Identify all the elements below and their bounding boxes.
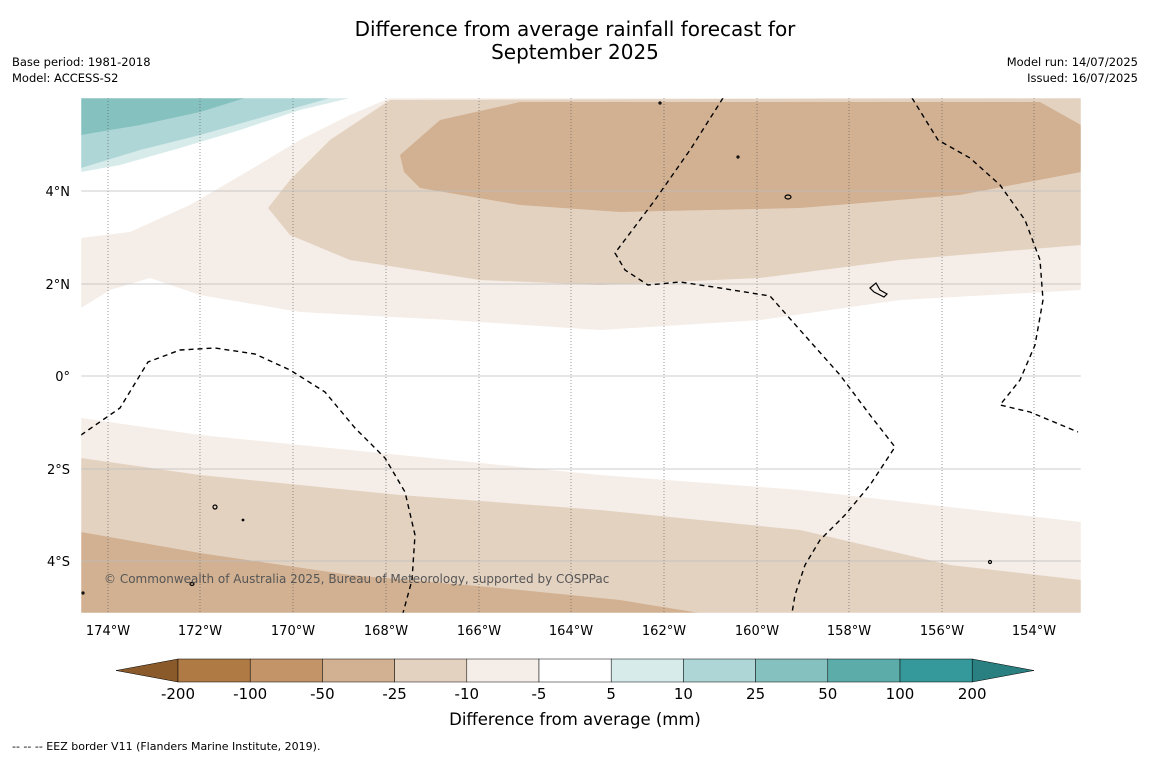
meta-right: Model run: 14/07/2025 Issued: 16/07/2025 bbox=[1007, 54, 1138, 86]
eez-footnote: -- -- -- EEZ border V11 (Flanders Marine… bbox=[12, 740, 321, 753]
model-name: Model: ACCESS-S2 bbox=[12, 71, 119, 85]
lat-label: 4°S bbox=[47, 555, 70, 570]
lat-label: 2°S bbox=[47, 463, 70, 478]
colorbar-swatch bbox=[394, 658, 468, 683]
lon-label: 166°W bbox=[457, 624, 501, 639]
lon-label: 164°W bbox=[549, 624, 593, 639]
colorbar-extend-low bbox=[115, 658, 179, 683]
map-title: Difference from average rainfall forecas… bbox=[0, 18, 1150, 64]
north-band-minus25 bbox=[400, 102, 1081, 212]
title-line-2: September 2025 bbox=[491, 40, 659, 64]
lon-label: 172°W bbox=[178, 624, 222, 639]
lat-label: 4°N bbox=[46, 185, 71, 200]
islands bbox=[81, 101, 993, 595]
colorbar-swatch bbox=[899, 658, 973, 683]
lat-label: 0° bbox=[55, 370, 70, 385]
base-period: Base period: 1981-2018 bbox=[12, 55, 151, 69]
colorbar-swatch bbox=[249, 658, 323, 683]
lon-label: 168°W bbox=[364, 624, 408, 639]
eez-borders bbox=[81, 98, 1079, 613]
lon-label: 170°W bbox=[271, 624, 315, 639]
colorbar-tick-label: -200 bbox=[161, 685, 195, 703]
gridlines bbox=[107, 98, 1035, 613]
colorbar-swatch bbox=[177, 658, 251, 683]
lat-label: 2°N bbox=[46, 278, 71, 293]
colorbar-tick-label: 5 bbox=[606, 685, 616, 703]
colorbar-swatch bbox=[683, 658, 756, 683]
colorbar-swatch bbox=[322, 658, 395, 683]
colorbar-tick-label: -5 bbox=[532, 685, 547, 703]
colorbar-tick-label: 200 bbox=[958, 685, 987, 703]
lon-label: 156°W bbox=[920, 624, 964, 639]
lon-label: 158°W bbox=[827, 624, 871, 639]
colorbar-label: Difference from average (mm) bbox=[449, 710, 701, 729]
colorbar-extend-high bbox=[971, 658, 1035, 683]
title-line-1: Difference from average rainfall forecas… bbox=[354, 17, 796, 41]
colorbar-swatch bbox=[466, 658, 540, 683]
colorbar-tick-label: 25 bbox=[746, 685, 765, 703]
lat-gridlines bbox=[81, 190, 1081, 562]
colorbar-tick-label: 10 bbox=[674, 685, 693, 703]
lon-label: 160°W bbox=[735, 624, 779, 639]
colorbar-tick-label: -100 bbox=[233, 685, 267, 703]
lon-label: 174°W bbox=[86, 624, 130, 639]
colorbar-tick-label: -25 bbox=[382, 685, 407, 703]
colorbar-tick-label: -50 bbox=[310, 685, 335, 703]
northwest-plus25 bbox=[81, 98, 245, 135]
colorbar-tick-label: 100 bbox=[886, 685, 915, 703]
colorbar: -200 -100 -50 -25 -10 -5 5 10 25 50 100 200 bbox=[115, 658, 1035, 703]
model-run: Model run: 14/07/2025 bbox=[1006, 55, 1138, 69]
colorbar-swatch bbox=[538, 658, 612, 683]
copyright-text: © Commonwealth of Australia 2025, Bureau… bbox=[104, 572, 609, 586]
meta-left: Base period: 1981-2018 Model: ACCESS-S2 bbox=[12, 54, 151, 86]
colorbar-swatch bbox=[610, 658, 684, 683]
map-panel: © Commonwealth of Australia 2025, Bureau… bbox=[81, 98, 1081, 613]
lon-label: 154°W bbox=[1012, 624, 1056, 639]
colorbar-swatch bbox=[827, 658, 901, 683]
latitude-labels: 4°N 2°N 0° 2°S 4°S bbox=[46, 185, 71, 570]
colorbar-tick-label: -10 bbox=[455, 685, 480, 703]
south-band-minus25 bbox=[81, 532, 700, 613]
lon-label: 162°W bbox=[642, 624, 686, 639]
colorbar-tick-label: 50 bbox=[818, 685, 837, 703]
colorbar-swatch bbox=[755, 658, 829, 683]
longitude-labels: 174°W 172°W 170°W 168°W 166°W 164°W 162°W 160°W… bbox=[86, 624, 1056, 639]
issued-date: Issued: 16/07/2025 bbox=[1027, 71, 1138, 85]
